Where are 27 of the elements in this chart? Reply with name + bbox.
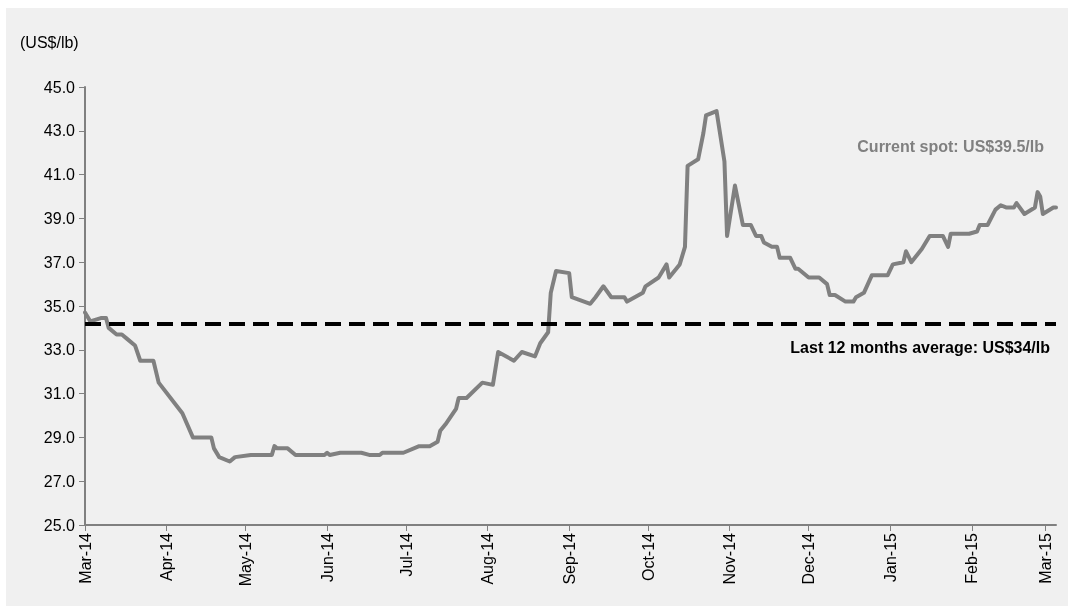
y-tick-label: 27.0 <box>43 472 76 490</box>
y-tick-label: 35.0 <box>43 297 76 315</box>
x-tick-label: Dec-14 <box>800 532 818 585</box>
x-tick-label: Mar-14 <box>76 532 94 584</box>
x-tick-label: Aug-14 <box>479 532 497 585</box>
y-tick-label: 39.0 <box>43 209 76 227</box>
x-tick-label: Apr-14 <box>158 532 176 582</box>
y-tick-label: 25.0 <box>43 516 76 534</box>
y-tick-label: 33.0 <box>43 341 76 359</box>
x-tick-label: Jul-14 <box>397 532 415 577</box>
x-tick-label: Feb-15 <box>963 532 981 584</box>
y-tick-label: 37.0 <box>43 253 76 271</box>
y-tick-label: 45.0 <box>43 78 76 96</box>
x-tick-label: Mar-15 <box>1036 532 1054 584</box>
y-tick-label: 29.0 <box>43 428 76 446</box>
y-tick-label: 41.0 <box>43 166 76 184</box>
y-axis-title: (US$/lb) <box>20 33 79 51</box>
x-tick-label: May-14 <box>237 532 255 587</box>
y-tick-label: 31.0 <box>43 385 76 403</box>
annotation: Current spot: US$39.5/lb <box>857 137 1045 155</box>
x-tick-label: Jan-15 <box>881 532 899 582</box>
ref-line-label: Last 12 months average: US$34/lb <box>790 339 1051 357</box>
x-tick-label: Oct-14 <box>639 532 657 582</box>
x-tick-label: Sep-14 <box>560 532 578 585</box>
x-tick-label: Jun-14 <box>318 532 336 582</box>
x-tick-label: Nov-14 <box>721 532 739 585</box>
y-tick-label: 43.0 <box>43 122 76 140</box>
